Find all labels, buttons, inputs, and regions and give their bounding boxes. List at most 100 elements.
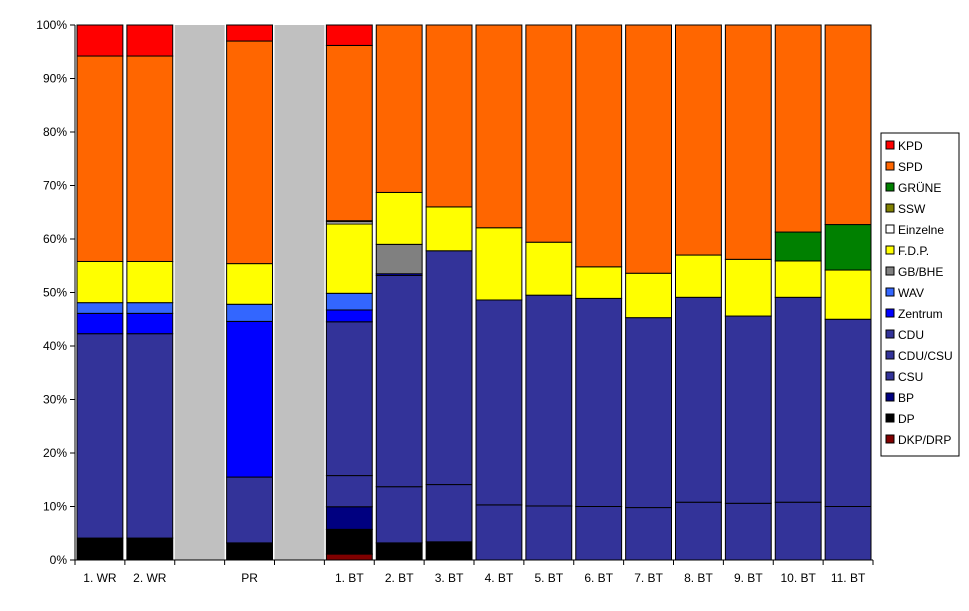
bar-segment (475, 504, 523, 561)
bar-segment (76, 302, 124, 314)
bar-segment (625, 507, 672, 561)
legend-label: Einzelne (898, 223, 944, 237)
bar-segment (625, 24, 672, 274)
bar-segment (425, 206, 473, 252)
axes: 0% 10% 20% 30% 40% 50% 60% 70% 80% 90% 100% 1. WR 2.… (36, 18, 874, 585)
bar-segment (325, 506, 373, 530)
legend-label: F.D.P. (898, 244, 929, 258)
legend-label: CDU (898, 328, 924, 342)
y-tick-label: 80% (43, 125, 67, 139)
bar-segment (774, 296, 822, 503)
bar-segment (475, 299, 523, 506)
bar-segment (76, 24, 124, 57)
legend-swatch (885, 287, 895, 297)
y-tick-label: 30% (43, 393, 67, 407)
legend-swatch (885, 329, 895, 339)
bar-segment (76, 260, 124, 304)
x-tick-label: 3. BT (435, 571, 464, 585)
bar-segment (425, 24, 473, 208)
bar-segment (76, 55, 124, 262)
bar-segment (375, 191, 423, 245)
bar-segment (575, 266, 623, 299)
bar-segment (625, 272, 672, 319)
bar-segment (425, 250, 473, 486)
bar-segment (724, 24, 772, 260)
y-tick-label: 100% (36, 18, 67, 32)
empty-column (274, 25, 325, 560)
bar-segment (774, 231, 822, 262)
legend-swatch (885, 413, 895, 423)
x-tick-label: 7. BT (634, 571, 663, 585)
bar-segment (575, 24, 623, 268)
bar-segment (325, 292, 373, 311)
bar-segment (425, 541, 473, 561)
y-tick-label: 50% (43, 286, 67, 300)
bar-segment (475, 227, 523, 301)
bar-segment (824, 269, 872, 320)
y-tick-label: 10% (43, 500, 67, 514)
plot-area (75, 24, 873, 561)
bar-segment (126, 537, 174, 561)
bar-segment (325, 475, 373, 508)
bar-segment (575, 506, 623, 561)
bar-segment (325, 223, 373, 294)
bar-segment (824, 318, 872, 507)
legend-label: WAV (898, 286, 924, 300)
bar-segment (126, 260, 174, 304)
bar-segment (375, 243, 423, 275)
legend-label: SSW (898, 202, 926, 216)
bar-segment (525, 241, 573, 296)
legend-swatch (885, 245, 895, 255)
x-tick-label: 6. BT (584, 571, 613, 585)
bar-segment (675, 296, 722, 503)
bar-segment (724, 502, 772, 561)
legend-label: DP (898, 412, 915, 426)
bar-segment (226, 303, 273, 322)
legend-swatch (885, 140, 895, 150)
bar-segment (226, 263, 273, 305)
y-tick-label: 70% (43, 179, 67, 193)
bar-segment (824, 224, 872, 271)
bar-segment (325, 528, 373, 555)
bar-segment (76, 333, 124, 539)
legend: KPD SPD GRÜNE SSW Einzelne F.D.P. GB/BHE WAV Zen… (880, 132, 960, 457)
bar-segment (774, 24, 822, 233)
bar-segment (226, 24, 273, 42)
bar-segment (425, 484, 473, 543)
x-tick-label: 10. BT (781, 571, 817, 585)
legend-label: CSU (898, 370, 923, 384)
empty-column (174, 25, 225, 560)
bar-segment (525, 505, 573, 561)
bar-segment (824, 506, 872, 561)
x-tick-label: 2. BT (385, 571, 414, 585)
y-tick-label: 60% (43, 232, 67, 246)
bar-segment (226, 320, 273, 478)
bar-segment (724, 315, 772, 504)
legend-label: CDU/CSU (898, 349, 953, 363)
bar-segment (226, 40, 273, 265)
bar-segment (724, 258, 772, 317)
bar-segment (675, 254, 722, 298)
legend-label: BP (898, 391, 914, 405)
x-tick-label: 5. BT (534, 571, 563, 585)
legend-label: SPD (898, 160, 923, 174)
legend-label: KPD (898, 139, 923, 153)
x-tick-label: 1. WR (83, 571, 117, 585)
bar-segment (675, 24, 722, 256)
legend-swatch (885, 392, 895, 402)
y-tick-label: 20% (43, 446, 67, 460)
bar-segment (375, 486, 423, 544)
bar-segment (226, 542, 273, 561)
bar-segment (126, 333, 174, 539)
bar-segment (375, 542, 423, 561)
bar-segment (774, 260, 822, 298)
y-tick-label: 90% (43, 72, 67, 86)
bar-segment (625, 317, 672, 509)
bar-segment (76, 312, 124, 335)
legend-swatch (885, 203, 895, 213)
legend-swatch (885, 161, 895, 171)
bar-segment (325, 321, 373, 477)
x-tick-label: 11. BT (831, 571, 866, 585)
bar-segment (575, 297, 623, 508)
